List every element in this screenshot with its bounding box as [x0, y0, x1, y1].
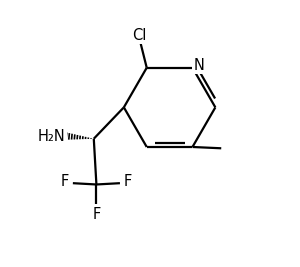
- Text: F: F: [92, 207, 101, 222]
- Text: Cl: Cl: [132, 28, 146, 42]
- Text: H₂N: H₂N: [38, 129, 66, 144]
- Text: F: F: [124, 174, 132, 189]
- Text: N: N: [194, 58, 205, 73]
- Text: F: F: [61, 174, 69, 189]
